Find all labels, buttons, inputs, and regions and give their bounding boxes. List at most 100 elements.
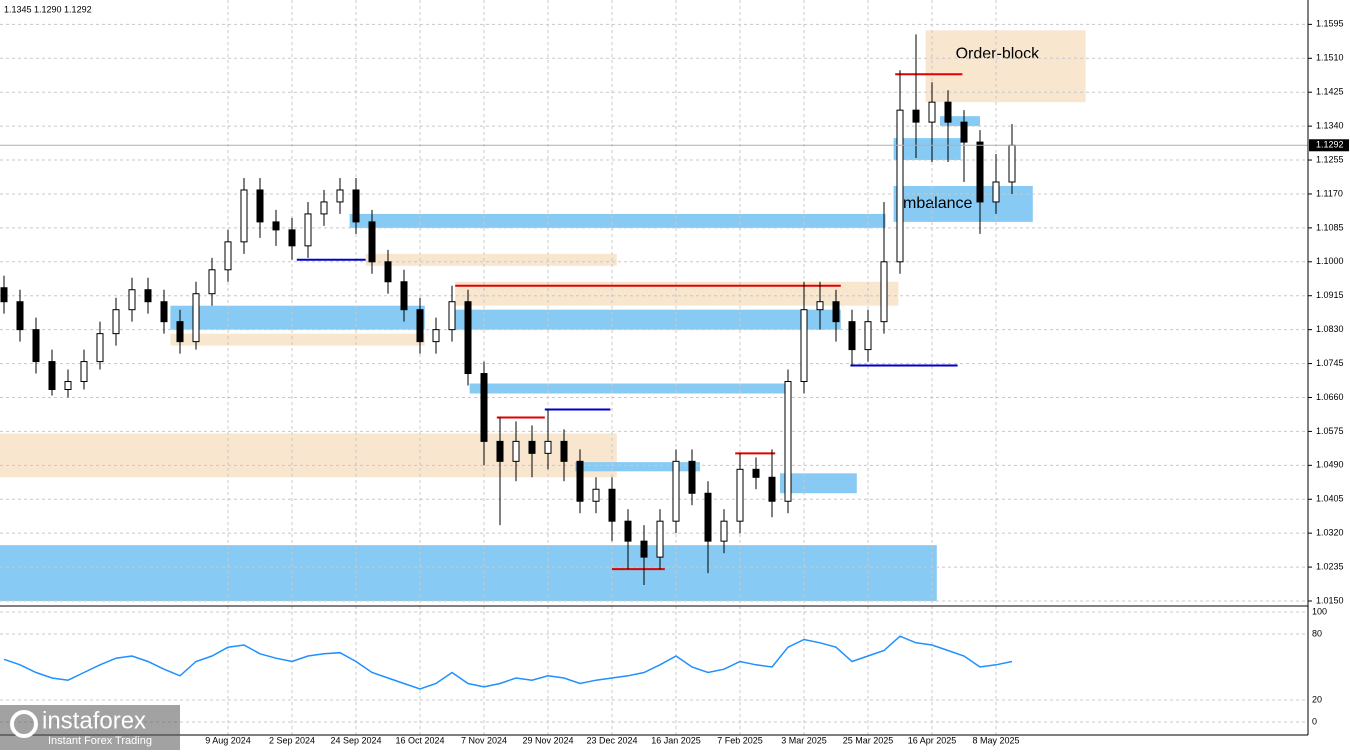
candle-body [1008,144,1016,183]
candle-body [896,109,904,263]
zone [455,281,899,306]
candle-body [944,101,952,123]
candle-body [880,261,888,323]
candle-body [32,329,40,363]
candle-body [240,189,248,243]
x-tick-label: 3 Mar 2025 [781,735,827,745]
candle-body [352,189,360,223]
candle-body [928,101,936,123]
y-tick-label: 1.1170 [1316,188,1343,198]
candle-body [688,460,696,494]
y-tick-label: 1.1595 [1316,19,1344,29]
y-tick-label: 1.0150 [1316,595,1344,605]
candle-body [640,540,648,558]
x-tick-label: 9 Aug 2024 [205,735,251,745]
candle-body [80,361,88,383]
candle-body [624,520,632,542]
zone [575,462,700,472]
indicator-line [3,635,1013,690]
candle-body [288,229,296,247]
candle-body [320,201,328,215]
watermark: instaforex Instant Forex Trading [0,705,180,750]
candle-body [480,373,488,442]
candle-body [912,109,920,123]
candle-body [224,241,232,271]
candle-body [864,321,872,351]
candle-body [992,181,1000,203]
indicator-tick-label: 80 [1312,628,1322,638]
zone [455,309,841,330]
candle-body [752,468,760,478]
y-tick-label: 1.0320 [1316,528,1344,538]
candle-body [432,329,440,343]
last-price-box [1309,139,1349,152]
candle-body [64,381,72,391]
candle-body [384,261,392,283]
candle-body [272,221,280,231]
y-tick-label: 1.1085 [1316,222,1344,232]
y-tick-label: 1.0235 [1316,561,1344,571]
candle-body [960,121,968,143]
candle-body [96,333,104,363]
zone [940,116,980,127]
candle-body [608,488,616,522]
x-tick-label: 16 Apr 2025 [908,735,957,745]
x-tick-label: 16 Jan 2025 [651,735,701,745]
watermark-tagline: Instant Forex Trading [48,735,152,747]
candle-body [336,189,344,203]
candle-body [656,520,664,558]
y-tick-label: 1.0745 [1316,358,1344,368]
zone [469,383,790,394]
candle-body [784,381,792,502]
candle-body [976,141,984,203]
candle-body [400,281,408,311]
indicator-tick-label: 100 [1312,606,1327,616]
candle-body [816,301,824,311]
candle-body [720,520,728,542]
y-tick-label: 1.0575 [1316,426,1344,436]
zone [925,30,1086,103]
candle-body [208,269,216,295]
y-tick-label: 1.0490 [1316,460,1344,470]
candle-body [496,440,504,462]
candle-body [592,488,600,502]
indicator-tick-label: 0 [1312,716,1317,726]
watermark-brand: instaforex [42,707,146,734]
candle-body [176,321,184,343]
candle-body [768,476,776,502]
zone [893,138,961,161]
watermark-logo [10,710,38,738]
candle-body [560,440,568,462]
candle-body [416,309,424,343]
candle-body [48,361,56,391]
candle-body [544,440,552,454]
zone [0,545,937,602]
candle-body [832,301,840,323]
candle-body [448,301,456,331]
candle-body [464,301,472,375]
last-price-label: 1.1292 [1316,140,1344,150]
y-tick-label: 1.1000 [1316,256,1344,266]
candle-body [160,301,168,323]
zone-label: Imbalance [899,195,973,212]
candle-body [528,440,536,454]
candle-body [672,460,680,522]
y-tick-label: 1.0830 [1316,324,1344,334]
y-tick-label: 1.0405 [1316,494,1344,504]
candle-body [736,468,744,522]
y-tick-label: 1.0660 [1316,392,1344,402]
x-tick-label: 2 Sep 2024 [269,735,315,745]
y-tick-label: 1.1510 [1316,53,1344,63]
zone [893,185,1033,222]
x-tick-label: 23 Dec 2024 [586,735,637,745]
candle-body [576,460,584,502]
zone [170,333,425,346]
zone [349,213,886,228]
candle-body [800,309,808,383]
x-tick-label: 7 Nov 2024 [461,735,507,745]
y-tick-label: 1.1425 [1316,87,1344,97]
candle-body [848,321,856,351]
candle-body [256,189,264,223]
